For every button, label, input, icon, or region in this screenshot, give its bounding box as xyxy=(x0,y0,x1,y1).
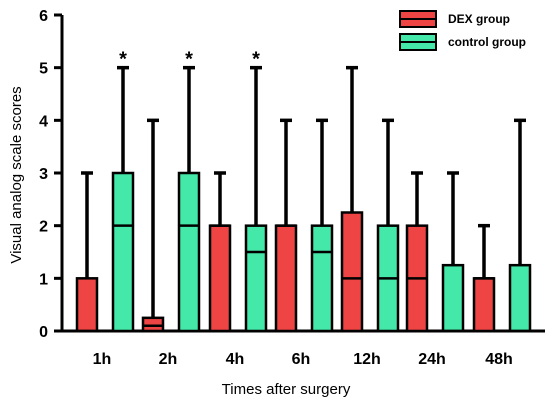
box-control-6h xyxy=(310,118,334,333)
box-control-24h xyxy=(441,171,465,333)
box-dex-4h xyxy=(208,171,232,333)
y-tick-label: 4 xyxy=(39,113,48,130)
x-axis-title: Times after surgery xyxy=(222,381,351,398)
plot-area: * * * xyxy=(75,49,532,333)
box-dex-48h xyxy=(472,223,496,333)
box-dex-6h xyxy=(274,118,298,333)
box-rect xyxy=(75,277,99,333)
box-rect xyxy=(310,224,334,333)
box-dex-12h xyxy=(340,65,364,333)
box-control-1h xyxy=(111,65,135,333)
box-rect xyxy=(340,211,364,333)
box-rect xyxy=(508,263,532,333)
x-tick-label: 2h xyxy=(159,351,178,368)
legend-label: control group xyxy=(448,35,526,49)
x-tick-label: 1h xyxy=(93,351,112,368)
box-rect xyxy=(111,171,135,333)
box-dex-2h xyxy=(141,118,165,333)
box-dex-24h xyxy=(405,171,429,333)
y-tick-label: 6 xyxy=(39,8,48,25)
significance-marker: * xyxy=(185,49,193,71)
box-rect xyxy=(141,316,165,333)
box-dex-1h xyxy=(75,171,99,333)
box-control-2h xyxy=(177,65,201,333)
box-rect xyxy=(244,224,268,333)
box-control-12h xyxy=(376,118,400,333)
x-tick-label: 24h xyxy=(418,351,446,368)
box-rect xyxy=(208,224,232,333)
legend-entry-control: control group xyxy=(399,33,526,51)
legend: DEX group control group xyxy=(399,10,526,51)
box-control-4h xyxy=(244,65,268,333)
legend-entry-dex: DEX group xyxy=(399,10,510,28)
x-tick-label: 6h xyxy=(292,351,311,368)
box-control-48h xyxy=(508,118,532,333)
y-tick-label: 5 xyxy=(39,61,48,78)
y-tick-label: 3 xyxy=(39,166,48,183)
y-tick-label: 2 xyxy=(39,219,48,236)
box-rect xyxy=(472,277,496,333)
significance-marker: * xyxy=(252,49,260,71)
x-tick-label: 4h xyxy=(226,351,245,368)
legend-label: DEX group xyxy=(448,12,510,26)
y-tick-label: 0 xyxy=(39,324,48,341)
box-rect xyxy=(441,263,465,333)
y-axis-title: Visual analog scale scores xyxy=(8,86,25,263)
significance-marker: * xyxy=(119,49,127,71)
box-rect xyxy=(177,171,201,333)
x-tick-label: 48h xyxy=(485,351,513,368)
x-tick-label: 12h xyxy=(353,351,381,368)
y-tick-label: 1 xyxy=(39,271,48,288)
box-rect xyxy=(274,224,298,333)
